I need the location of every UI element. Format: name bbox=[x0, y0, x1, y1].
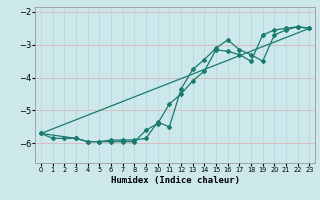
X-axis label: Humidex (Indice chaleur): Humidex (Indice chaleur) bbox=[111, 176, 240, 185]
